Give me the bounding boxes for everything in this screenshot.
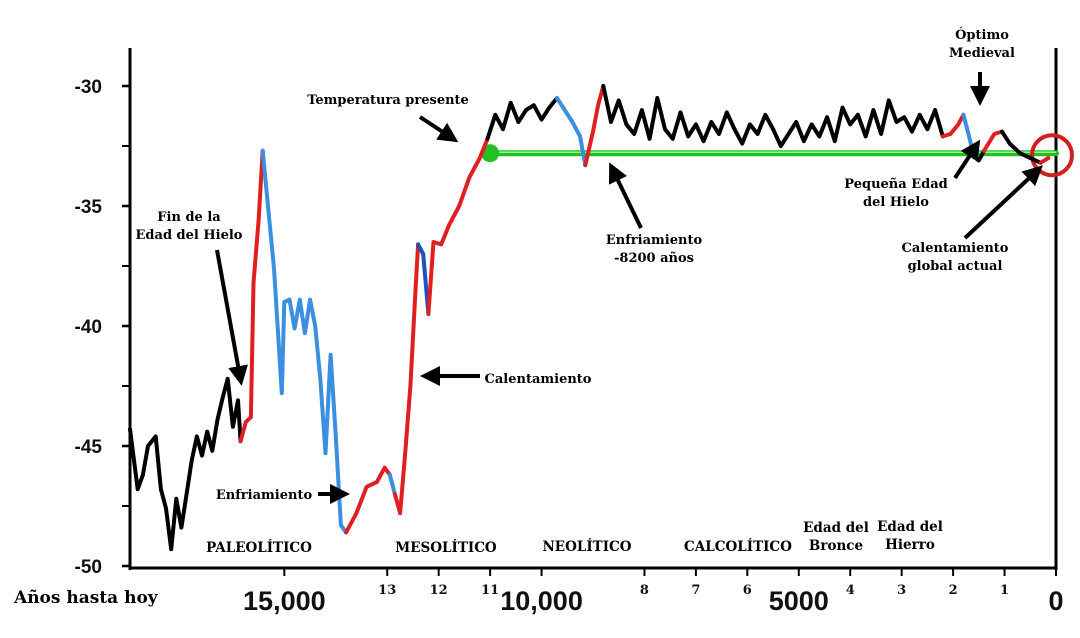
arrow-fin-edad-hielo [215, 249, 248, 386]
ann-fin-edad-hielo-line-1: Edad del Hielo [136, 228, 243, 243]
temperature-line-segment [940, 112, 966, 139]
ann-fin-edad-hielo-line-0: Fin de la [157, 210, 221, 225]
x-tick-label: 2 [949, 583, 958, 598]
x-tick-label: 7 [691, 583, 700, 598]
ann-optimo-medieval-line-0: Óptimo [955, 26, 1009, 43]
y-tick-label: -30 [75, 77, 102, 98]
x-tick-label: 6 [743, 583, 752, 598]
temperature-line-segment [982, 129, 1004, 153]
temperature-line-segment [601, 84, 945, 148]
present-highlight-circle [1030, 133, 1074, 178]
x-tick-label: 10,000 [500, 586, 583, 616]
temperature-line-segment [387, 472, 397, 496]
temperature-line-segment [416, 242, 431, 316]
temperature-line-segment [555, 96, 588, 168]
period-edad-bronce-line-0: Edad del [803, 520, 869, 536]
temperature-line-segment [260, 148, 349, 535]
temperature-line-segment [128, 376, 243, 552]
annotation-arrows [215, 72, 1043, 504]
period-mesolitico-line-0: MESOLÍTICO [395, 540, 497, 556]
x-tick-label: 8 [640, 583, 649, 598]
temperature-line-segment [344, 465, 392, 535]
y-tick-label: -50 [75, 557, 102, 578]
ann-calentamiento-global-line-0: Calentamiento [902, 241, 1009, 256]
period-calcolitico-line-0: CALCOLÍTICO [684, 539, 792, 555]
x-tick-label: 3 [897, 583, 906, 598]
arrow-enfriamiento-8200 [608, 162, 643, 229]
temperature-line-segment [1000, 129, 1043, 165]
x-tick-label: 11 [481, 583, 499, 598]
x-tick-label: 4 [846, 583, 855, 598]
x-tick-label: 0 [1048, 586, 1063, 616]
y-tick-label: -40 [75, 317, 102, 338]
temperature-line-segment [1038, 156, 1051, 165]
period-neolitico-line-0: NEOLÍTICO [542, 539, 631, 555]
arrow-calentamiento-global [963, 165, 1043, 240]
temperature-line-segment [426, 136, 490, 316]
ann-enfriamiento-8200-line-0: Enfriamiento [606, 233, 703, 248]
period-edad-hierro-line-0: Edad del [877, 519, 943, 535]
x-tick-label: 12 [430, 583, 448, 598]
ann-calentamiento-global-line-1: global actual [908, 259, 1003, 274]
y-tick-label: -35 [75, 197, 103, 218]
x-tick-label: 15,000 [243, 586, 326, 616]
period-edad-bronce-line-1: Bronce [809, 538, 863, 554]
period-paleolitico-line-0: PALEOLÍTICO [206, 540, 312, 556]
y-tick-label: -45 [75, 437, 103, 458]
temperature-line-segment [238, 148, 265, 444]
temperature-line-segment [485, 96, 559, 141]
ann-pequena-edad-line-1: del Hielo [863, 195, 929, 210]
arrow-pequena-edad [953, 139, 981, 180]
x-tick-label: 1 [1000, 583, 1009, 598]
arrow-temperatura-presente [418, 115, 459, 143]
x-tick-label: 5000 [769, 586, 829, 616]
x-tick-label: 13 [378, 583, 396, 598]
ann-enfriamiento-8200-line-1: -8200 años [614, 251, 694, 266]
period-edad-hierro-line-1: Hierro [885, 537, 935, 553]
labels-group: Temperatura presente Fin de la Edad del Hi… [136, 26, 1015, 556]
ann-pequena-edad-line-0: Pequeña Edad [844, 177, 947, 192]
ann-calentamiento-line-0: Calentamiento [485, 372, 592, 387]
ann-enfriamiento-1-line-0: Enfriamiento [216, 488, 313, 503]
ann-optimo-medieval-line-1: Medieval [949, 46, 1015, 61]
temperature-line-segment [583, 84, 606, 168]
ann-temperatura-presente-line-0: Temperatura presente [307, 93, 469, 108]
temperature-line-segment [392, 242, 421, 516]
x-axis-label: Años hasta hoy [13, 588, 159, 608]
